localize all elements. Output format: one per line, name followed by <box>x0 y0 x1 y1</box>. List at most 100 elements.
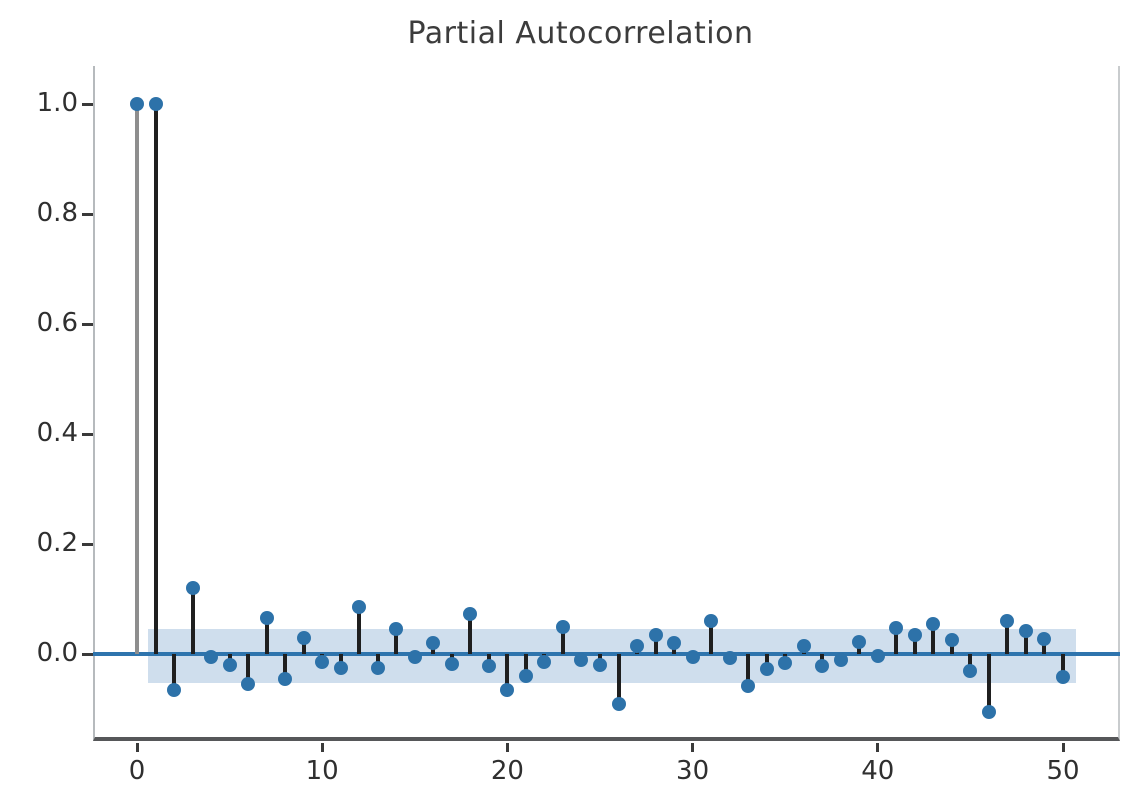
x-tick <box>320 743 324 752</box>
x-tick <box>505 743 509 752</box>
data-marker <box>500 682 515 697</box>
y-tick <box>82 322 93 326</box>
zero-line <box>93 652 1120 656</box>
data-marker <box>315 655 330 670</box>
stem <box>746 654 751 686</box>
data-marker <box>204 649 219 664</box>
stem <box>172 654 177 690</box>
stem <box>986 654 991 712</box>
stem <box>894 628 899 654</box>
stem <box>190 588 195 654</box>
data-marker <box>241 677 256 692</box>
data-marker <box>444 656 459 671</box>
x-tick <box>135 743 139 752</box>
data-marker <box>889 621 904 636</box>
data-marker <box>852 634 867 649</box>
data-marker <box>1056 670 1070 685</box>
data-marker <box>333 660 348 675</box>
chart-title: Partial Autocorrelation <box>407 16 754 51</box>
y-tick <box>82 652 93 656</box>
data-marker <box>518 669 533 683</box>
data-marker <box>833 652 848 667</box>
stem <box>153 104 158 654</box>
data-marker <box>944 633 959 648</box>
data-marker <box>926 616 941 631</box>
y-tick-label: 1.0 <box>36 88 78 118</box>
plot-area <box>93 66 1120 741</box>
y-tick-label: 0.2 <box>36 528 78 558</box>
stem <box>931 623 936 654</box>
stem <box>1023 630 1028 654</box>
stem <box>1005 621 1010 654</box>
stem <box>264 618 269 654</box>
data-marker <box>870 648 885 663</box>
data-marker <box>555 619 570 634</box>
data-marker <box>778 655 793 670</box>
data-marker <box>426 636 441 650</box>
stem <box>246 654 251 685</box>
y-tick-label: 0.8 <box>36 198 78 228</box>
stem <box>653 634 658 654</box>
data-marker <box>1000 614 1015 628</box>
y-tick <box>82 212 93 216</box>
y-tick <box>82 432 93 436</box>
data-marker <box>815 659 830 674</box>
data-marker <box>130 97 144 111</box>
data-marker <box>574 652 589 667</box>
data-marker <box>796 638 811 653</box>
x-tick-label: 0 <box>128 756 146 786</box>
y-tick <box>82 102 93 106</box>
data-marker <box>222 658 237 672</box>
y-tick <box>82 542 93 546</box>
stem <box>912 634 917 654</box>
stem <box>764 654 769 670</box>
data-marker <box>259 611 274 626</box>
data-marker <box>685 649 700 664</box>
data-marker <box>370 660 385 675</box>
stem <box>949 640 954 654</box>
stem <box>135 104 139 654</box>
data-marker <box>704 614 719 628</box>
data-marker <box>185 581 200 595</box>
x-tick-label: 30 <box>676 756 710 786</box>
stem <box>357 607 362 654</box>
data-marker <box>963 663 978 678</box>
data-marker <box>481 659 496 674</box>
data-marker <box>667 636 682 650</box>
data-marker <box>278 671 293 686</box>
data-marker <box>1018 623 1033 638</box>
x-tick-label: 50 <box>1046 756 1080 786</box>
data-marker <box>537 655 552 670</box>
data-marker <box>407 649 422 664</box>
stem <box>616 654 621 704</box>
data-marker <box>593 658 607 672</box>
data-marker <box>389 622 404 637</box>
y-tick-label: 0.4 <box>36 418 78 448</box>
stem <box>1042 638 1047 654</box>
stem <box>1061 654 1065 678</box>
stem <box>394 629 399 654</box>
stem <box>505 654 510 690</box>
stem <box>709 621 714 654</box>
stem <box>468 613 473 654</box>
data-marker <box>463 606 478 621</box>
data-marker <box>722 651 737 666</box>
x-tick <box>691 743 695 752</box>
x-tick <box>876 743 880 752</box>
stem <box>301 637 306 654</box>
stem <box>523 654 528 676</box>
data-marker <box>648 627 663 642</box>
y-tick-label: 0.6 <box>36 308 78 338</box>
stem <box>283 654 288 679</box>
data-marker <box>981 704 996 719</box>
data-marker <box>741 678 756 693</box>
data-marker <box>630 638 645 653</box>
data-marker <box>611 696 626 711</box>
data-marker <box>296 630 311 645</box>
x-tick-label: 40 <box>861 756 895 786</box>
y-tick-label: 0.0 <box>36 638 78 668</box>
data-marker <box>148 97 163 111</box>
x-tick-label: 10 <box>305 756 339 786</box>
x-tick <box>1061 743 1065 752</box>
